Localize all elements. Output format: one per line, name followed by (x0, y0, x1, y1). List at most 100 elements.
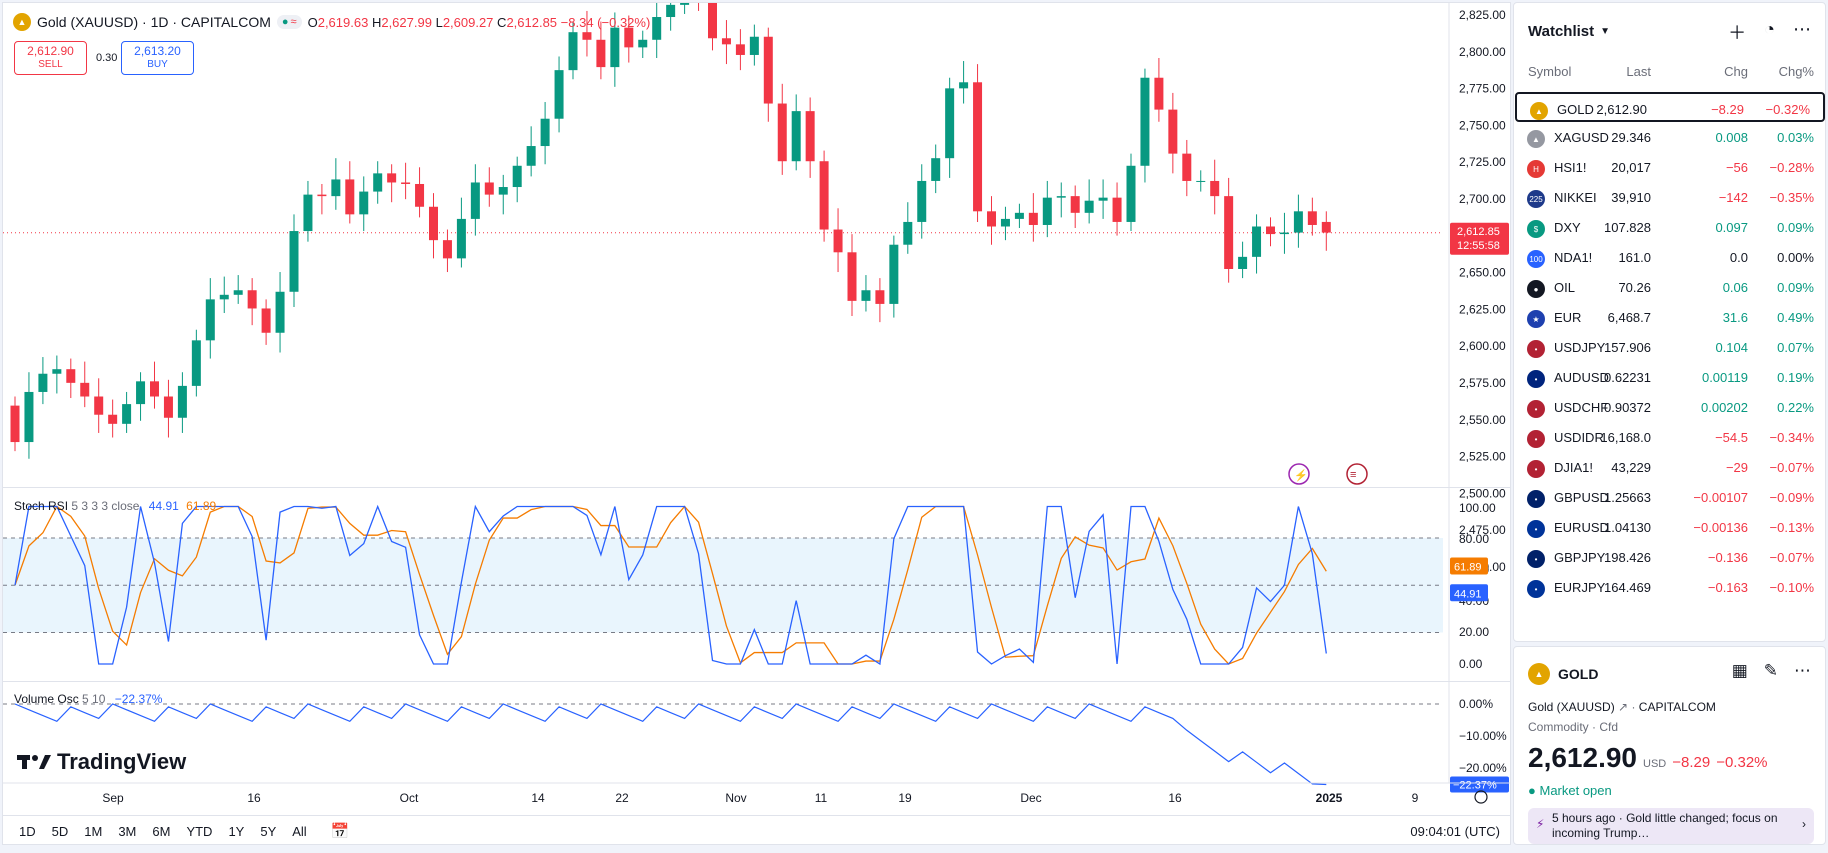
candle-body (1042, 197, 1052, 225)
time-tick: Nov (725, 791, 746, 805)
clock[interactable]: 09:04:01 (UTC) (1410, 824, 1500, 839)
chart-canvas[interactable]: 2,825.00 2,800.00 2,775.00 2,750.00 2,725.00… (3, 3, 1511, 845)
watchlist-row-dxy[interactable]: $ DXY 107.828 0.097 0.09% (1514, 212, 1827, 242)
detail-chg: −8.29 (1672, 754, 1711, 771)
range-5d[interactable]: 5D (51, 823, 69, 839)
watchlist-title[interactable]: Watchlist ▼ (1528, 23, 1611, 40)
price-tick: 2,800.00 (1459, 45, 1506, 59)
buy-button[interactable]: 2,613.20 BUY (121, 41, 194, 75)
stoch-k-tag (1450, 584, 1488, 602)
range-1d[interactable]: 1D (19, 823, 36, 839)
candle-body (303, 194, 313, 232)
chart-panel[interactable]: 2,825.00 2,800.00 2,775.00 2,750.00 2,725.00… (2, 2, 1511, 845)
watchlist-row-audusd[interactable]: • AUDUSD 0.62231 0.00119 0.19% (1514, 362, 1827, 392)
status-pill[interactable]: ● ≈ (276, 15, 302, 29)
wl-symbol: NDA1! (1554, 250, 1593, 265)
watchlist-row-xagusd[interactable]: ▲ XAGUSD 29.346 0.008 0.03% (1514, 122, 1827, 152)
watchlist-row-usdjpy[interactable]: • USDJPY 157.906 0.104 0.07% (1514, 332, 1827, 362)
candle-body (1321, 221, 1331, 233)
market-status: Market open (1539, 783, 1612, 798)
wl-last: 161.0 (1618, 250, 1651, 265)
watchlist-row-eurusd[interactable]: • EURUSD 1.04130 −0.00136 −0.13% (1514, 512, 1827, 542)
symbol-logo-icon: • (1527, 430, 1545, 448)
pane-divider[interactable] (3, 681, 1510, 682)
candle-body (1140, 77, 1150, 166)
col-symbol[interactable]: Symbol (1528, 64, 1572, 79)
external-link-icon[interactable]: ↗ (1618, 700, 1629, 714)
pane-divider[interactable] (3, 487, 1510, 488)
watchlist-row-nikkei[interactable]: 225 NIKKEI 39,910 −142 −0.35% (1514, 182, 1827, 212)
watchlist-row-usdchf[interactable]: • USDCHF 0.90372 0.00202 0.22% (1514, 392, 1827, 422)
wl-chgp: 0.09% (1777, 220, 1814, 235)
candle-body (1210, 180, 1220, 197)
candle-body (177, 385, 187, 418)
range-1y[interactable]: 1Y (228, 823, 245, 839)
candle-body (526, 146, 536, 166)
candle-body (429, 206, 438, 241)
range-ytd[interactable]: YTD (186, 823, 213, 839)
market-open-dot-icon: ● (1528, 783, 1536, 798)
range-5y[interactable]: 5Y (260, 823, 277, 839)
symbol-logo-icon: • (1527, 460, 1545, 478)
wl-last: 157.906 (1604, 340, 1651, 355)
candle-body (861, 290, 871, 301)
range-3m[interactable]: 3M (118, 823, 137, 839)
watchlist-row-gbpjpy[interactable]: • GBPJPY 198.426 −0.136 −0.07% (1514, 542, 1827, 572)
wl-chg: −0.136 (1707, 550, 1748, 565)
watchlist-row-eurjpy[interactable]: • EURJPY 164.469 −0.163 −0.10% (1514, 572, 1827, 602)
symbol-title[interactable]: Gold (XAUUSD) · 1D · CAPITALCOM (37, 14, 271, 30)
col-chg[interactable]: Chg (1724, 64, 1748, 79)
detail-symbol[interactable]: GOLD (1558, 666, 1599, 682)
time-tick: Oct (400, 791, 419, 805)
price-tick: 2,575.00 (1459, 376, 1506, 390)
col-chgp[interactable]: Chg% (1778, 64, 1814, 79)
candle-body (554, 70, 564, 119)
candle-body (24, 391, 34, 443)
candle-body (749, 36, 759, 55)
sell-button[interactable]: 2,612.90 SELL (14, 41, 87, 75)
watchlist-row-djia1[interactable]: • DJIA1! 43,229 −29 −0.07% (1514, 452, 1827, 482)
news-item[interactable]: ⚡ 5 hours ago · Gold little changed; foc… (1528, 808, 1814, 844)
time-tick: 14 (531, 791, 545, 805)
current-price-label: 2,612.85 (1457, 226, 1500, 238)
candle-body (512, 165, 522, 188)
range-1m[interactable]: 1M (84, 823, 103, 839)
watchlist-row-gold[interactable]: ▲ GOLD 2,612.90 −8.29 −0.32% (1515, 92, 1825, 122)
candle-body (889, 244, 899, 304)
stoch-legend[interactable]: Stoch RSI 5 3 3 3 close 44.91 61.89 (14, 499, 217, 513)
watchlist-row-usdidr[interactable]: • USDIDR 16,168.0 −54.5 −0.34% (1514, 422, 1827, 452)
candle-body (987, 211, 996, 227)
time-tick: Dec (1020, 791, 1041, 805)
more-icon[interactable]: ⋯ (1793, 19, 1811, 39)
watchlist-row-hsi1[interactable]: H HSI1! 20,017 −56 −0.28% (1514, 152, 1827, 182)
watchlist-row-gbpusd[interactable]: • GBPUSD 1.25663 −0.00107 −0.09% (1514, 482, 1827, 512)
symbol-logo-icon: H (1527, 160, 1545, 178)
range-6m[interactable]: 6M (152, 823, 171, 839)
tradingview-logo[interactable]: TradingView (17, 749, 186, 775)
watchlist-row-nda1[interactable]: 100 NDA1! 161.0 0.0 0.00% (1514, 242, 1827, 272)
wl-chg: 0.104 (1715, 340, 1748, 355)
watchlist-row-eur[interactable]: ★ EUR 6,468.7 31.6 0.49% (1514, 302, 1827, 332)
candle-body (1293, 211, 1303, 233)
edit-icon[interactable]: ✎ (1763, 661, 1778, 680)
wl-last: 2,612.90 (1596, 102, 1647, 117)
stoch-d-tag (1450, 557, 1488, 575)
wl-chg: 0.0 (1729, 250, 1748, 265)
more-icon[interactable]: ⋯ (1794, 661, 1811, 680)
range-all[interactable]: All (292, 823, 307, 839)
add-symbol-icon[interactable]: ＋ (1728, 23, 1747, 43)
detail-chgp: −0.32% (1716, 754, 1768, 771)
wl-chgp: −0.32% (1765, 102, 1810, 117)
volosc-legend[interactable]: Volume Osc 5 10 −22.37% (14, 692, 163, 706)
col-last[interactable]: Last (1626, 64, 1651, 79)
symbol-logo-icon: • (1527, 520, 1545, 538)
watchlist-row-oil[interactable]: ● OIL 70.26 0.06 0.09% (1514, 272, 1827, 302)
grid-icon[interactable]: ▦ (1731, 661, 1748, 680)
detail-name[interactable]: Gold (XAUUSD) (1528, 700, 1615, 714)
advanced-view-icon[interactable]: ◔ (1764, 19, 1775, 39)
gold-icon: ▲ (1528, 663, 1550, 685)
right-panel: Watchlist ▼ ＋ ◔ ⋯ Symbol Last Chg Chg% ▲ G… (1513, 2, 1826, 845)
candle-body (959, 82, 969, 89)
symbol-header[interactable]: ▲ Gold (XAUUSD) · 1D · CAPITALCOM ● ≈ O2,… (13, 13, 650, 31)
goto-date-icon[interactable]: 📅 (330, 823, 350, 840)
